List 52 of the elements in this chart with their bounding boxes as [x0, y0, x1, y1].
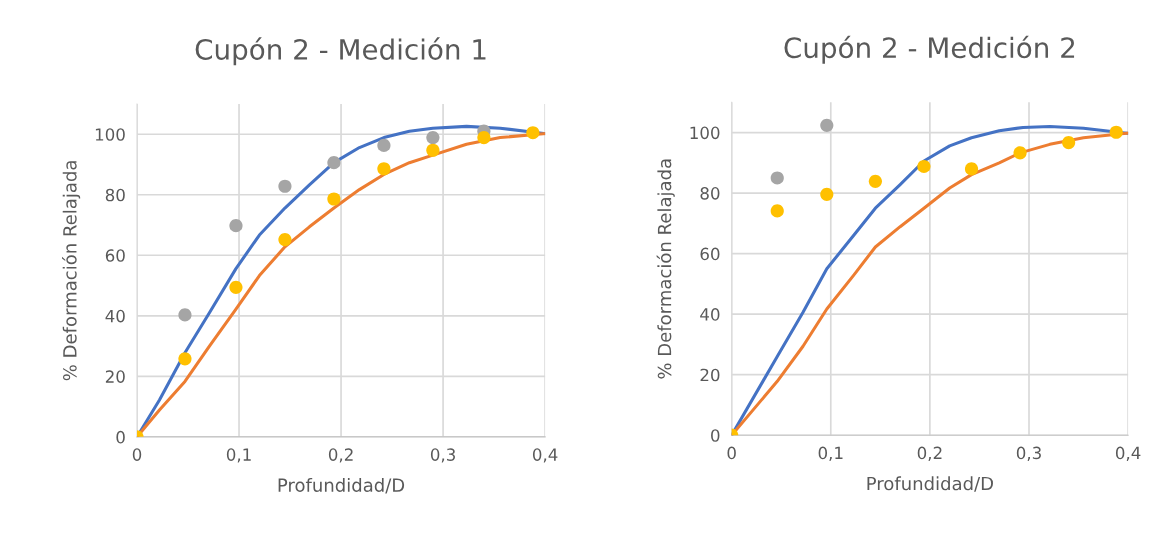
point: [917, 159, 931, 174]
point: [1109, 125, 1123, 139]
x-tick-label: 0,4: [1115, 446, 1141, 461]
y-tick-label: 20: [105, 370, 125, 383]
point: [526, 126, 540, 140]
x-axis-title: Profundidad/D: [867, 476, 993, 492]
point: [770, 204, 784, 218]
x-tick-label: 0,2: [328, 448, 353, 463]
y-tick-label: 60: [105, 249, 125, 262]
y-tick-label: 100: [95, 128, 125, 141]
point: [426, 130, 440, 145]
point: [1062, 135, 1076, 150]
point: [964, 162, 979, 176]
y-tick-label: 100: [690, 126, 720, 140]
x-tick-label: 0,4: [532, 448, 558, 463]
point: [868, 174, 882, 188]
point: [1013, 146, 1027, 160]
y-axis-title: % Deformación Relajada: [656, 159, 675, 379]
y-tick-label: 80: [105, 188, 125, 202]
point: [820, 187, 834, 201]
y-axis-title: % Deformación Relajada: [62, 161, 81, 381]
y-tick-label: 40: [700, 308, 720, 321]
chart-title: Cupón 2 - Medición 2: [784, 35, 1075, 64]
y-tick-label: 60: [700, 247, 720, 261]
y-tick-label: 80: [700, 187, 720, 200]
x-tick-label: 0,3: [1016, 446, 1041, 461]
y-tick-label: 0: [116, 430, 125, 444]
point: [820, 118, 834, 132]
x-axis-title: Profundidad/D: [278, 478, 405, 494]
point: [178, 352, 192, 366]
x-tick-label: 0,1: [226, 448, 251, 463]
point: [327, 156, 341, 170]
point: [377, 162, 391, 176]
y-tick-label: 20: [700, 368, 720, 382]
x-tick-label: 0,3: [430, 448, 455, 463]
point: [178, 308, 192, 322]
chart-title: Cupón 2 - Medición 1: [195, 37, 486, 66]
x-tick-label: 0: [727, 446, 736, 460]
y-tick-label: 0: [711, 429, 720, 442]
point: [229, 219, 243, 233]
point: [327, 192, 341, 206]
point: [229, 280, 243, 294]
y-tick-label: 40: [105, 309, 125, 323]
x-tick-label: 0,1: [818, 446, 843, 461]
point: [377, 138, 391, 153]
x-tick-label: 0,2: [917, 446, 942, 461]
point: [426, 143, 440, 157]
point: [278, 232, 292, 247]
point: [477, 130, 491, 145]
point: [278, 179, 292, 193]
point: [770, 171, 784, 185]
x-tick-label: 0: [132, 448, 142, 461]
